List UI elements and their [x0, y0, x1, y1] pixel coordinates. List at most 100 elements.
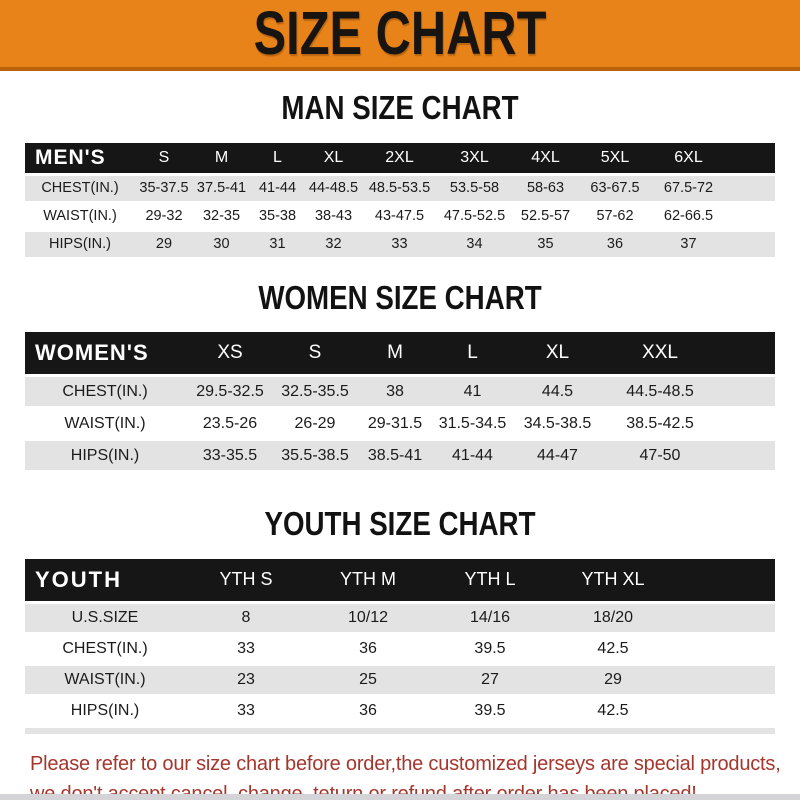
size-value-cell: 29.5-32.5 — [185, 377, 275, 407]
men-chest-row: CHEST(IN.) 35-37.5 37.5-41 41-44 44-48.5… — [25, 175, 775, 201]
size-value-cell: 43-47.5 — [362, 203, 437, 229]
header-spacer — [715, 332, 775, 375]
size-value-cell: 58-63 — [512, 175, 579, 201]
men-waist-row: WAIST(IN.) 29-32 32-35 35-38 38-43 43-47… — [25, 203, 775, 229]
size-value-cell: 35.5-38.5 — [275, 441, 355, 471]
youth-table-header-row: YOUTH YTH S YTH M YTH L YTH XL — [25, 558, 775, 601]
size-value-cell: 44-47 — [510, 441, 605, 471]
women-table-title: WOMEN'S — [25, 332, 185, 375]
size-value-cell: 29-32 — [135, 203, 193, 229]
men-size-column-header: L — [250, 142, 305, 173]
youth-waist-row: WAIST(IN.) 23 25 27 29 — [25, 665, 775, 694]
size-value-cell: 47.5-52.5 — [437, 203, 512, 229]
men-table-header-row: MEN'S S M L XL 2XL 3XL 4XL 5XL 6XL — [25, 142, 775, 173]
size-value-cell: 62-66.5 — [651, 203, 726, 229]
row-label-cell: WAIST(IN.) — [25, 409, 185, 439]
size-value-cell: 27 — [429, 665, 551, 694]
row-label-cell: U.S.SIZE — [25, 603, 185, 632]
size-value-cell: 34 — [437, 231, 512, 257]
men-section-title: MAN SIZE CHART — [281, 89, 519, 126]
women-size-column-header: XS — [185, 332, 275, 375]
women-chest-row: CHEST(IN.) 29.5-32.5 32.5-35.5 38 41 44.… — [25, 377, 775, 407]
youth-table-bottom-strip — [25, 727, 775, 734]
size-value-cell: 41-44 — [250, 175, 305, 201]
disclaimer-line-1: Please refer to our size chart before or… — [30, 752, 781, 775]
size-value-cell: 36 — [307, 696, 429, 725]
size-value-cell: 44.5-48.5 — [605, 377, 715, 407]
size-value-cell: 35-37.5 — [135, 175, 193, 201]
size-value-cell: 37.5-41 — [193, 175, 250, 201]
size-value-cell: 52.5-57 — [512, 203, 579, 229]
row-spacer — [726, 203, 775, 229]
women-size-column-header: XXL — [605, 332, 715, 375]
size-value-cell: 44.5 — [510, 377, 605, 407]
size-value-cell: 35-38 — [250, 203, 305, 229]
size-value-cell: 23 — [185, 665, 307, 694]
page-title: SIZE CHART — [253, 0, 547, 67]
size-value-cell: 31 — [250, 231, 305, 257]
youth-size-column-header: YTH L — [429, 558, 551, 601]
row-spacer — [715, 409, 775, 439]
size-value-cell: 38.5-41 — [355, 441, 435, 471]
men-hips-row: HIPS(IN.) 29 30 31 32 33 34 35 36 37 — [25, 231, 775, 257]
size-value-cell: 33-35.5 — [185, 441, 275, 471]
size-value-cell: 39.5 — [429, 696, 551, 725]
size-value-cell: 32 — [305, 231, 362, 257]
size-value-cell: 67.5-72 — [651, 175, 726, 201]
row-label-cell: HIPS(IN.) — [25, 441, 185, 471]
men-size-column-header: 2XL — [362, 142, 437, 173]
size-value-cell: 14/16 — [429, 603, 551, 632]
youth-size-column-header: YTH XL — [551, 558, 675, 601]
youth-size-table: YOUTH YTH S YTH M YTH L YTH XL U.S.SIZE … — [25, 556, 775, 728]
size-value-cell: 10/12 — [307, 603, 429, 632]
women-hips-row: HIPS(IN.) 33-35.5 35.5-38.5 38.5-41 41-4… — [25, 441, 775, 471]
disclaimer-note: Please refer to our size chart before or… — [30, 749, 800, 800]
size-value-cell: 57-62 — [579, 203, 651, 229]
men-size-column-header: 4XL — [512, 142, 579, 173]
women-size-column-header: XL — [510, 332, 605, 375]
bottom-edge-strip — [0, 794, 800, 800]
women-table-header-row: WOMEN'S XS S M L XL XXL — [25, 332, 775, 375]
men-size-column-header: 6XL — [651, 142, 726, 173]
size-value-cell: 29-31.5 — [355, 409, 435, 439]
size-value-cell: 8 — [185, 603, 307, 632]
women-waist-row: WAIST(IN.) 23.5-26 26-29 29-31.5 31.5-34… — [25, 409, 775, 439]
row-spacer — [715, 377, 775, 407]
row-spacer — [726, 231, 775, 257]
size-value-cell: 36 — [579, 231, 651, 257]
size-value-cell: 34.5-38.5 — [510, 409, 605, 439]
size-value-cell: 33 — [185, 696, 307, 725]
row-spacer — [726, 175, 775, 201]
size-value-cell: 41 — [435, 377, 510, 407]
header-spacer — [726, 142, 775, 173]
size-value-cell: 32-35 — [193, 203, 250, 229]
youth-hips-row: HIPS(IN.) 33 36 39.5 42.5 — [25, 696, 775, 725]
size-value-cell: 36 — [307, 634, 429, 663]
row-label-cell: WAIST(IN.) — [25, 665, 185, 694]
row-label-cell: WAIST(IN.) — [25, 203, 135, 229]
youth-section-title: YOUTH SIZE CHART — [264, 505, 536, 543]
size-value-cell: 30 — [193, 231, 250, 257]
row-label-cell: HIPS(IN.) — [25, 231, 135, 257]
size-value-cell: 44-48.5 — [305, 175, 362, 201]
women-size-column-header: S — [275, 332, 355, 375]
women-section-title: WOMEN SIZE CHART — [258, 278, 542, 316]
men-size-column-header: M — [193, 142, 250, 173]
header-spacer — [675, 558, 775, 601]
size-value-cell: 38 — [355, 377, 435, 407]
women-size-table: WOMEN'S XS S M L XL XXL CHEST(IN.) 29.5-… — [25, 329, 775, 473]
row-spacer — [715, 441, 775, 471]
row-spacer — [675, 696, 775, 725]
size-value-cell: 37 — [651, 231, 726, 257]
size-value-cell: 63-67.5 — [579, 175, 651, 201]
row-spacer — [675, 665, 775, 694]
size-value-cell: 42.5 — [551, 634, 675, 663]
size-value-cell: 26-29 — [275, 409, 355, 439]
men-size-column-header: S — [135, 142, 193, 173]
youth-chest-row: CHEST(IN.) 33 36 39.5 42.5 — [25, 634, 775, 663]
size-value-cell: 29 — [551, 665, 675, 694]
youth-table-title: YOUTH — [25, 558, 185, 601]
size-value-cell: 35 — [512, 231, 579, 257]
size-value-cell: 33 — [362, 231, 437, 257]
row-spacer — [675, 634, 775, 663]
